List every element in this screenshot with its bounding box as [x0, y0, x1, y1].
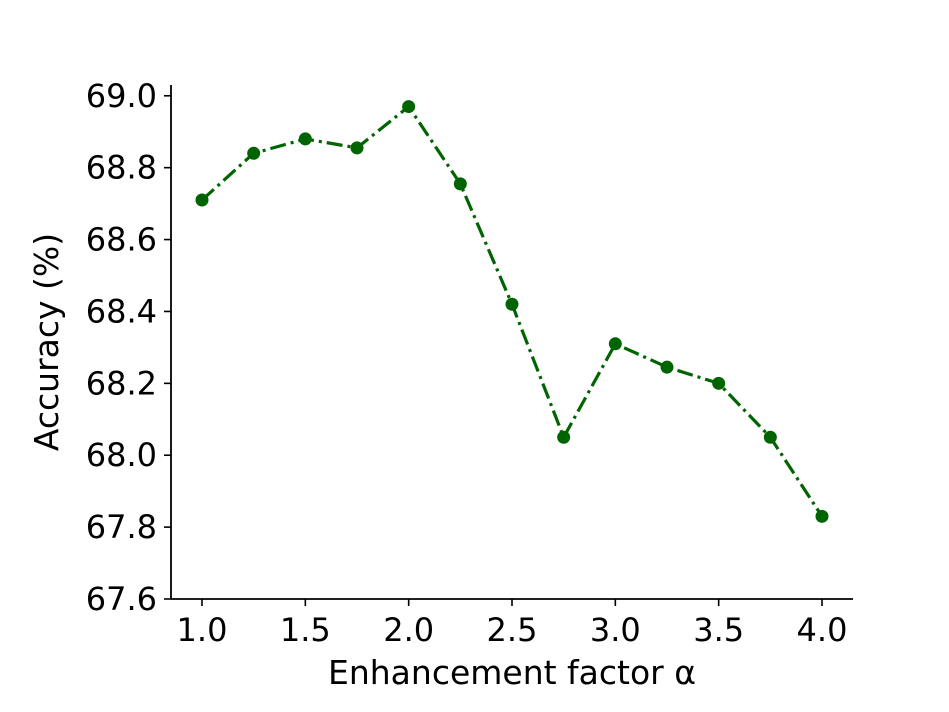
- y-tick-label: 68.6: [86, 221, 157, 259]
- data-point: [350, 141, 364, 155]
- y-tick-label: 69.0: [86, 77, 157, 115]
- series-line: [200, 104, 824, 518]
- x-tick-label: 3.5: [693, 611, 744, 649]
- x-tick-label: 2.5: [487, 611, 538, 649]
- plot-area: 67.6 67.8 68.0 68.2 68.4 68.6 68.8 69.0 1.0 1.5 2…: [86, 77, 853, 649]
- data-point: [453, 177, 467, 191]
- y-tick-label: 68.4: [86, 292, 157, 330]
- y-tick-label: 68.0: [86, 436, 157, 474]
- data-point: [298, 132, 312, 146]
- data-point: [195, 193, 209, 207]
- x-tick-label: 1.5: [280, 611, 331, 649]
- data-point: [247, 146, 261, 160]
- y-tick-label: 68.8: [86, 149, 157, 187]
- x-tick-label: 1.0: [177, 611, 228, 649]
- data-point: [712, 376, 726, 390]
- y-tick-label: 67.8: [86, 508, 157, 546]
- data-point: [505, 297, 519, 311]
- x-tick-label: 3.0: [590, 611, 641, 649]
- y-tick-label: 67.6: [86, 580, 157, 618]
- data-point: [402, 100, 416, 114]
- x-tick-label: 2.0: [383, 611, 434, 649]
- y-tick-label: 68.2: [86, 364, 157, 402]
- x-axis-label: Enhancement factor α: [328, 653, 696, 692]
- series-layer: [195, 100, 829, 523]
- data-point: [815, 509, 829, 523]
- data-point: [660, 360, 674, 374]
- data-point: [763, 430, 777, 444]
- x-tick-label: 4.0: [797, 611, 848, 649]
- y-axis-label: Accuracy (%): [27, 233, 66, 451]
- data-point: [557, 430, 571, 444]
- data-point: [608, 337, 622, 351]
- y-axis-ticks: 67.6 67.8 68.0 68.2 68.4 68.6 68.8 69.0: [86, 77, 171, 618]
- x-axis-ticks: 1.0 1.5 2.0 2.5 3.0 3.5 4.0: [177, 599, 848, 649]
